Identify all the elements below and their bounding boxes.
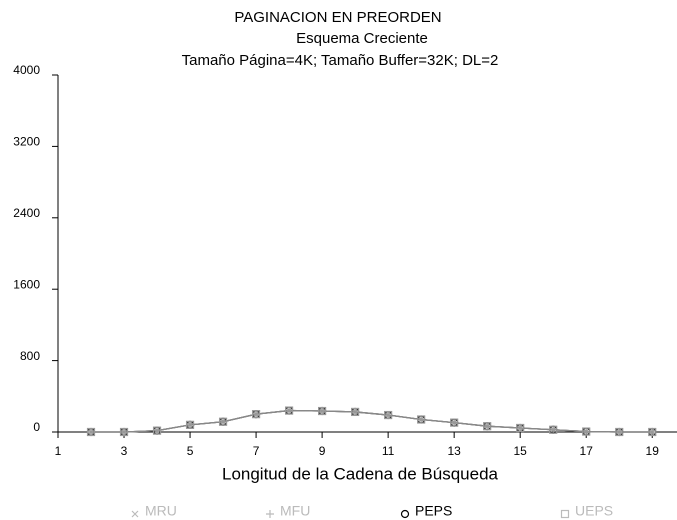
- point: [351, 407, 360, 416]
- legend-label: MRU: [145, 503, 177, 519]
- point: [549, 425, 558, 434]
- point: [185, 420, 195, 429]
- x-tick-label: 9: [319, 444, 326, 458]
- x-axis-label: Longitud de la Cadena de Búsqueda: [222, 464, 499, 483]
- point: [549, 425, 558, 434]
- point: [153, 426, 162, 435]
- point: [384, 410, 393, 420]
- x-tick-label: 7: [253, 444, 260, 458]
- legend-label: PEPS: [415, 503, 452, 519]
- point: [218, 417, 228, 426]
- point: [483, 422, 492, 431]
- legend-label: UEPS: [575, 503, 613, 519]
- x-tick-label: 13: [447, 444, 461, 458]
- legend-marker: [131, 510, 139, 518]
- x-tick-label: 17: [580, 444, 594, 458]
- point: [186, 420, 195, 429]
- point: [87, 428, 96, 436]
- x-tick-label: 1: [55, 444, 62, 458]
- point: [417, 415, 426, 424]
- x-tick-label: 3: [121, 444, 128, 458]
- x-tick-label: 19: [646, 444, 660, 458]
- y-tick-label: 2400: [13, 206, 40, 220]
- point: [516, 423, 525, 432]
- point: [119, 427, 129, 437]
- chart-subtitle: Esquema Creciente: [296, 30, 428, 47]
- x-tick-label: 11: [382, 444, 395, 458]
- y-tick-label: 1600: [13, 277, 40, 291]
- point: [252, 410, 261, 419]
- point: [120, 428, 129, 436]
- point: [516, 423, 525, 433]
- point: [251, 410, 261, 419]
- point: [450, 418, 459, 427]
- point: [582, 427, 591, 436]
- x-tick-label: 15: [514, 444, 528, 458]
- point: [648, 427, 657, 437]
- chart-title: PAGINACION EN PREORDEN: [234, 9, 441, 26]
- point: [285, 406, 294, 415]
- point: [86, 427, 96, 437]
- point: [318, 407, 327, 416]
- y-tick-label: 3200: [13, 135, 40, 149]
- legend-marker: [400, 509, 410, 519]
- point: [648, 428, 657, 436]
- series-line: [91, 409, 653, 433]
- point: [384, 411, 393, 420]
- x-tick-label: 5: [187, 444, 194, 458]
- y-tick-label: 0: [33, 420, 40, 434]
- point: [582, 427, 591, 436]
- y-tick-label: 4000: [13, 63, 40, 77]
- point: [450, 418, 459, 427]
- point: [417, 415, 426, 424]
- y-tick-label: 800: [20, 349, 40, 363]
- legend-marker: [560, 509, 570, 519]
- point: [483, 422, 492, 431]
- point: [318, 406, 327, 416]
- legend-marker: [266, 510, 274, 518]
- point: [219, 417, 228, 426]
- point: [284, 406, 294, 415]
- point: [152, 426, 162, 435]
- chart-subtitle: Tamaño Página=4K; Tamaño Buffer=32K; DL=…: [182, 52, 499, 69]
- point: [615, 427, 624, 437]
- point: [615, 428, 624, 436]
- point: [351, 407, 360, 417]
- legend-label: MFU: [280, 503, 310, 519]
